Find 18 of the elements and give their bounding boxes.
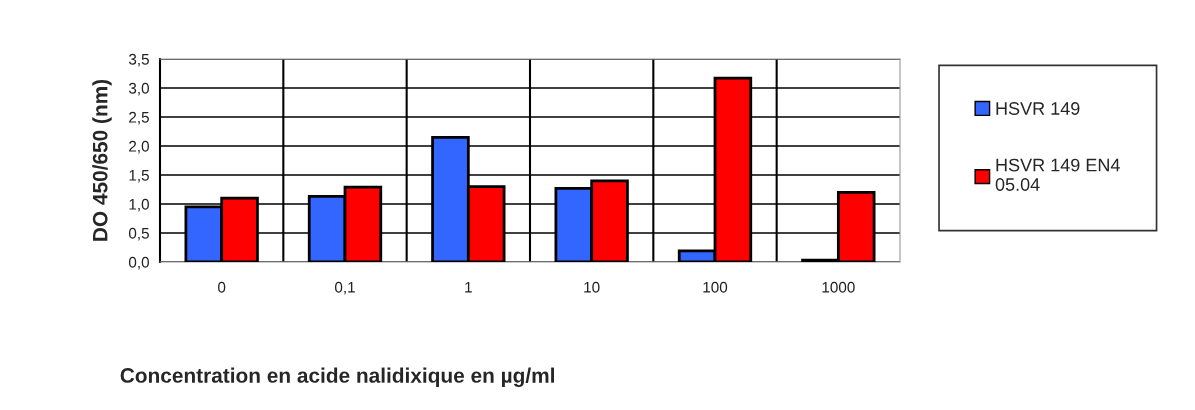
- x-tick-label: 10: [584, 281, 600, 293]
- x-tick-label: 100: [703, 281, 728, 293]
- legend-label: HSVR 149: [996, 102, 1080, 115]
- x-tick-label: 1000: [822, 281, 855, 293]
- y-tick-label: 2,5: [129, 111, 149, 125]
- y-tick-label: 1,5: [129, 170, 149, 183]
- legend-label: HSVR 149 EN4 05.04: [995, 158, 1120, 191]
- y-tick-label: 2,0: [129, 140, 149, 154]
- x-tick-label: 1: [465, 282, 472, 293]
- y-tick-label: 0,5: [128, 227, 149, 241]
- y-tick-label: 0,0: [128, 256, 149, 270]
- x-tick-label: 0: [218, 281, 226, 293]
- y-tick-label: 1,0: [129, 198, 149, 212]
- y-tick-label: 3,5: [128, 53, 149, 67]
- x-tick-label: 0,1: [334, 281, 355, 295]
- y-tick-label: 3,0: [128, 82, 149, 96]
- x-axis-title: Concentration en acide nalidixique en µg/ml: [120, 367, 554, 388]
- y-axis-title: DO 450/650 (nm): [92, 79, 112, 241]
